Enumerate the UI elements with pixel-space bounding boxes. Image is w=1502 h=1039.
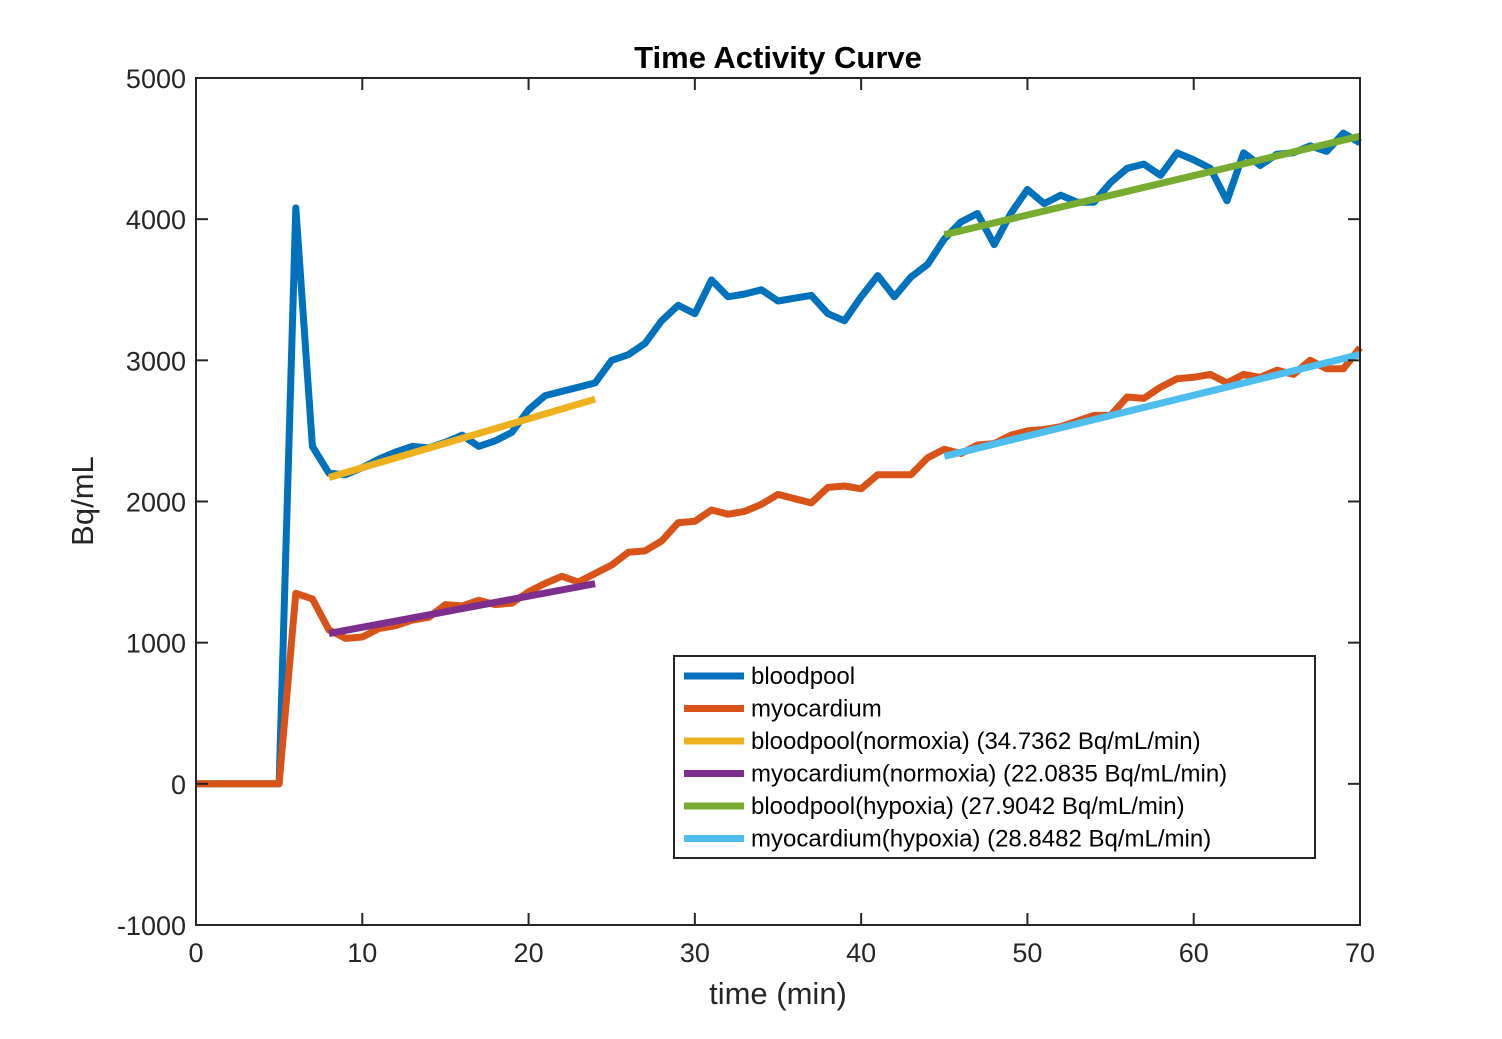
chart-title: Time Activity Curve (634, 40, 922, 75)
series-line-3 (328, 580, 596, 637)
x-tick-label-3: 30 (680, 938, 710, 968)
legend-label-4: bloodpool(hypoxia) (27.9042 Bq/mL/min) (751, 793, 1185, 820)
legend-items: bloodpool myocardium bloodpool(normoxia) (… (684, 663, 1227, 853)
x-tick-label-2: 20 (514, 938, 544, 968)
x-tick-label-5: 50 (1012, 938, 1042, 968)
x-tick-label-0: 0 (188, 938, 203, 968)
legend-label-1: myocardium (751, 696, 882, 723)
y-tick-label-3: 2000 (126, 488, 186, 518)
series-line-1 (196, 345, 1363, 788)
series-line-5 (943, 351, 1361, 460)
series-line-2 (328, 395, 597, 481)
legend-label-2: bloodpool(normoxia) (34.7362 Bq/mL/min) (751, 728, 1201, 755)
legend-label-0: bloodpool (751, 663, 855, 690)
x-tick-label-1: 10 (347, 938, 377, 968)
tick-layer: 0 10 20 30 40 50 60 70-100001000200030004000500… (117, 64, 1375, 968)
x-tick-label-4: 40 (846, 938, 876, 968)
y-tick-label-6: 5000 (126, 64, 186, 94)
x-tick-label-7: 70 (1345, 938, 1375, 968)
legend-label-5: myocardium(hypoxia) (28.8482 Bq/mL/min) (751, 826, 1211, 853)
y-tick-label-1: 0 (171, 770, 186, 800)
series-layer (196, 129, 1363, 788)
series-line-0 (196, 129, 1362, 788)
x-tick-label-6: 60 (1179, 938, 1209, 968)
series-line-4 (943, 132, 1361, 239)
y-tick-label-5: 4000 (126, 205, 186, 235)
y-tick-label-4: 3000 (126, 346, 186, 376)
y-tick-label-2: 1000 (126, 629, 186, 659)
legend: bloodpool myocardium bloodpool(normoxia) (… (673, 655, 1316, 859)
x-axis-label: time (min) (709, 976, 847, 1011)
legend-label-3: myocardium(normoxia) (22.0835 Bq/mL/min) (751, 761, 1227, 788)
y-axis-label: Bq/mL (65, 456, 100, 546)
y-tick-label-0: -1000 (117, 911, 186, 941)
legend-box (673, 655, 1316, 859)
